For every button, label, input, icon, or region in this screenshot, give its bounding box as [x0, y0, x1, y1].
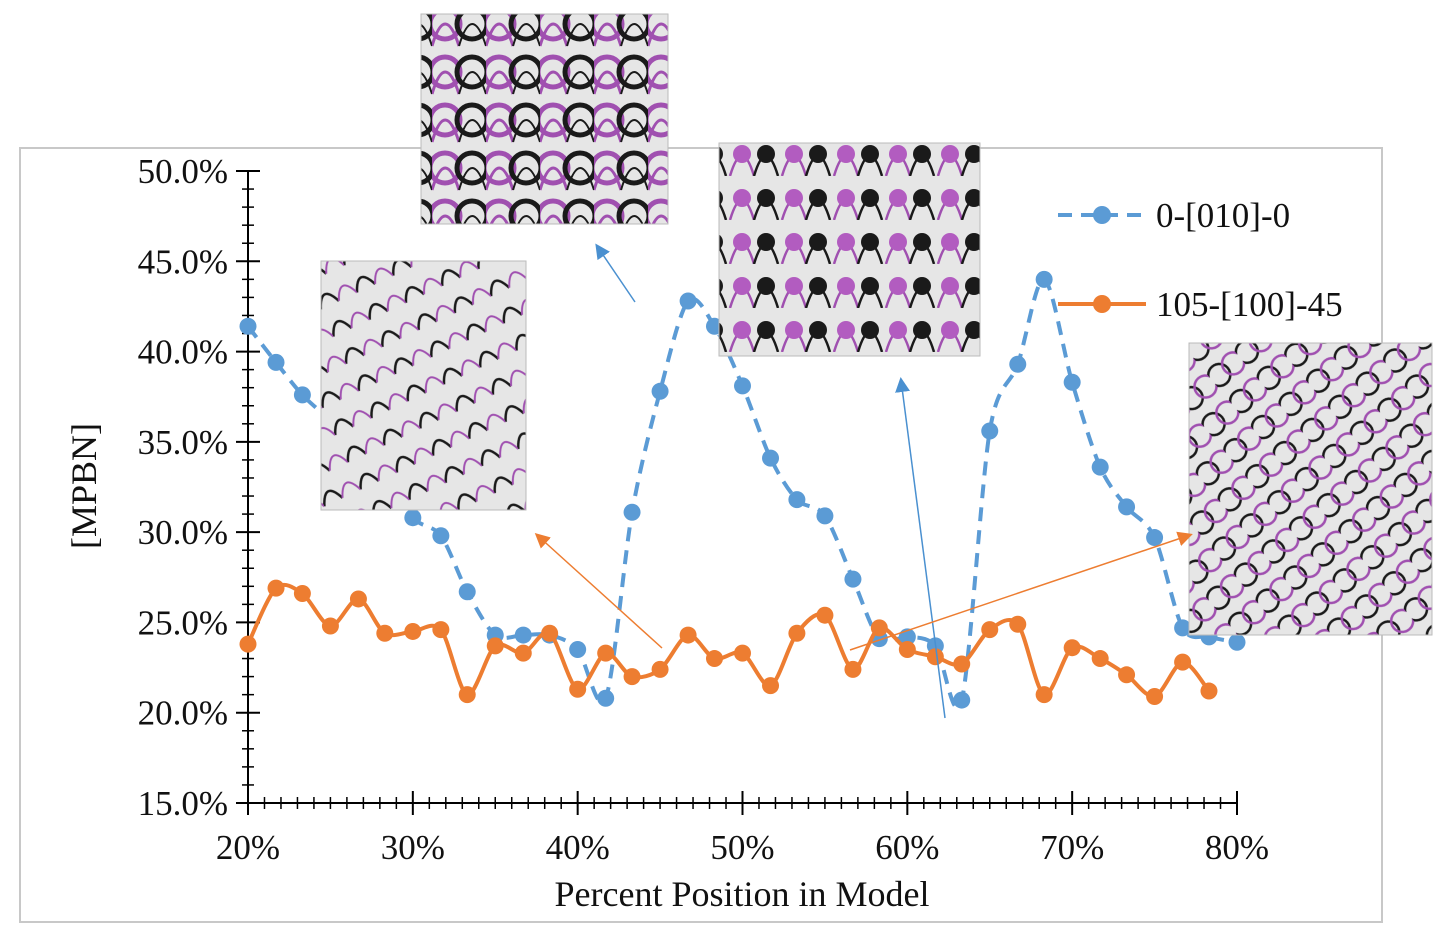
arrow-to-inset-right [849, 531, 1193, 651]
inset-right [1188, 342, 1433, 636]
data-point-1 [404, 622, 422, 640]
data-point-1 [569, 680, 587, 698]
data-point-1 [1035, 686, 1053, 704]
inset-center-right [718, 142, 981, 357]
legend-label-1: 105-[100]-45 [1156, 285, 1343, 324]
y-tick-label: 15.0% [138, 784, 228, 823]
data-point-0 [1146, 529, 1164, 547]
data-point-0 [953, 691, 971, 709]
data-point-1 [981, 621, 999, 639]
data-point-1 [293, 585, 311, 603]
arrow-to-inset-top-center [595, 243, 636, 303]
data-point-1 [1063, 639, 1081, 657]
data-point-0 [569, 641, 587, 659]
data-point-1 [349, 590, 367, 608]
data-point-1 [844, 660, 862, 678]
data-point-1 [1091, 650, 1109, 668]
data-point-0 [651, 382, 669, 400]
data-point-1 [734, 644, 751, 662]
data-point-0 [239, 317, 257, 335]
x-tick-label: 30% [381, 828, 445, 867]
y-tick-label: 50.0% [138, 152, 228, 191]
data-point-1 [1200, 682, 1218, 700]
data-point-0 [1035, 270, 1053, 288]
data-point-0 [432, 527, 450, 545]
y-tick-label: 20.0% [138, 694, 228, 733]
data-point-0 [404, 509, 422, 527]
data-point-0 [762, 449, 780, 467]
data-point-0 [844, 570, 862, 588]
data-point-1 [926, 648, 944, 666]
data-point-1 [651, 660, 669, 678]
data-point-0 [267, 353, 285, 371]
data-point-1 [239, 635, 257, 653]
legend-label-0: 0-[010]-0 [1156, 196, 1290, 235]
data-point-0 [981, 422, 999, 440]
legend-marker-1 [1093, 295, 1111, 313]
data-point-1 [1146, 687, 1164, 705]
data-point-1 [486, 637, 504, 655]
y-tick-label: 30.0% [138, 513, 228, 552]
y-tick-label: 35.0% [138, 423, 228, 462]
x-tick-label: 40% [546, 828, 610, 867]
data-point-1 [898, 641, 916, 659]
data-point-0 [458, 583, 476, 601]
arrow-to-inset-left [534, 532, 663, 649]
data-point-0 [679, 292, 697, 310]
data-point-0 [1174, 619, 1192, 637]
data-point-0 [623, 503, 641, 521]
data-point-0 [1009, 355, 1027, 373]
x-tick-label: 80% [1205, 828, 1269, 867]
data-point-0 [514, 626, 532, 644]
data-point-1 [870, 619, 888, 637]
data-point-1 [816, 606, 834, 624]
data-point-1 [458, 686, 476, 704]
data-point-1 [514, 644, 532, 662]
data-point-1 [321, 617, 339, 635]
y-tick-label: 40.0% [138, 333, 228, 372]
legend-marker-0 [1093, 206, 1111, 224]
series-0 [239, 270, 1246, 710]
inset-top-center [420, 13, 669, 225]
data-point-0 [597, 689, 615, 707]
legend: 0-[010]-0 105-[100]-45 [1058, 196, 1343, 324]
data-point-0 [788, 491, 806, 509]
arrow-to-inset-center-right [895, 377, 946, 719]
series-1 [239, 579, 1218, 705]
data-point-1 [1009, 615, 1027, 633]
data-point-1 [705, 650, 723, 668]
data-point-0 [816, 507, 834, 525]
data-point-1 [541, 624, 559, 642]
data-point-1 [432, 621, 450, 639]
data-point-1 [376, 624, 394, 642]
data-point-1 [788, 624, 806, 642]
y-tick-label: 25.0% [138, 603, 228, 642]
data-point-1 [597, 644, 615, 662]
inset-left [320, 260, 527, 511]
data-point-1 [762, 677, 780, 695]
data-point-0 [293, 386, 311, 404]
data-point-1 [1174, 653, 1192, 671]
y-tick-label: 45.0% [138, 242, 228, 281]
data-point-1 [679, 626, 697, 644]
axes: 15.0% 20.0% 25.0% 30.0% 35.0% 40.0% 45.0% 50.0%… [138, 152, 1269, 867]
x-axis-title: Percent Position in Model [555, 874, 930, 914]
data-point-0 [1091, 458, 1109, 476]
data-point-1 [623, 668, 641, 686]
data-point-1 [267, 579, 285, 597]
x-tick-label: 50% [710, 828, 774, 867]
data-point-0 [734, 377, 751, 395]
series-layer [239, 270, 1246, 710]
x-tick-label: 70% [1040, 828, 1104, 867]
y-axis-title: [MPBN] [64, 423, 104, 549]
data-point-0 [1118, 498, 1136, 516]
data-point-1 [1118, 666, 1136, 684]
x-tick-label: 20% [216, 828, 280, 867]
data-point-1 [953, 655, 971, 673]
x-tick-label: 60% [875, 828, 939, 867]
data-point-0 [1228, 633, 1246, 651]
data-point-0 [1063, 373, 1081, 391]
series-line-0 [246, 277, 1238, 710]
